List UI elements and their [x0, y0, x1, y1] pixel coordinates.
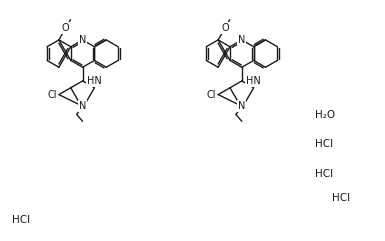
- Text: HN: HN: [87, 76, 101, 86]
- Text: HN: HN: [246, 76, 261, 86]
- Text: N: N: [238, 101, 246, 111]
- Text: O: O: [221, 23, 229, 33]
- Text: Cl: Cl: [207, 90, 216, 100]
- Text: HCl: HCl: [315, 140, 333, 149]
- Text: N: N: [238, 35, 246, 45]
- Text: Cl: Cl: [47, 90, 57, 100]
- Text: HCl: HCl: [315, 169, 333, 179]
- Text: H₂O: H₂O: [315, 110, 335, 120]
- Text: O: O: [62, 23, 70, 33]
- Text: HCl: HCl: [332, 193, 350, 203]
- Text: HCl: HCl: [12, 215, 30, 225]
- Text: N: N: [79, 35, 86, 45]
- Text: N: N: [79, 101, 86, 111]
